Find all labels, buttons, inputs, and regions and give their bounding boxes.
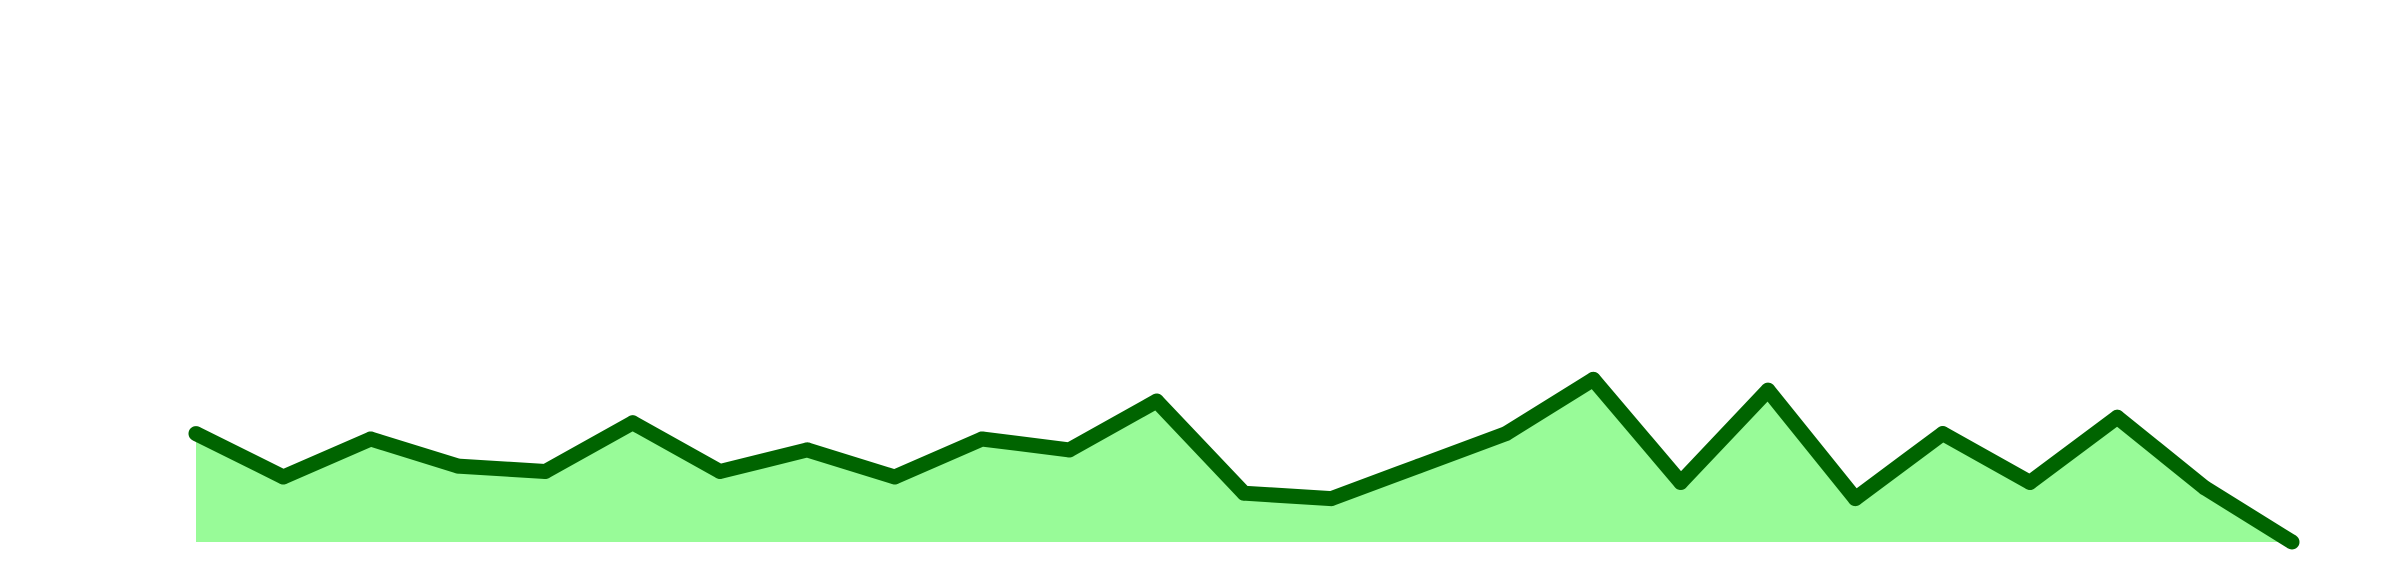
data-point-0 bbox=[188, 426, 204, 442]
data-point-21 bbox=[2022, 474, 2038, 490]
data-point-15 bbox=[1498, 426, 1514, 442]
data-point-10 bbox=[1061, 442, 1077, 458]
data-point-1 bbox=[275, 469, 291, 485]
data-point-7 bbox=[799, 442, 815, 458]
data-point-8 bbox=[887, 469, 903, 485]
data-point-4 bbox=[537, 464, 553, 479]
data-point-12 bbox=[1236, 485, 1252, 501]
data-point-23 bbox=[2197, 480, 2213, 496]
data-point-13 bbox=[1323, 491, 1339, 507]
data-point-11 bbox=[1149, 393, 1165, 409]
data-point-20 bbox=[1935, 426, 1951, 442]
data-point-3 bbox=[450, 458, 466, 474]
data-point-17 bbox=[1673, 474, 1689, 490]
data-point-19 bbox=[1847, 491, 1863, 507]
data-point-14 bbox=[1411, 458, 1427, 474]
data-point-5 bbox=[625, 415, 641, 431]
data-point-16 bbox=[1585, 371, 1601, 387]
area-fill bbox=[196, 379, 2292, 542]
data-point-18 bbox=[1760, 382, 1776, 398]
area-layer bbox=[196, 379, 2292, 542]
point-layer bbox=[188, 371, 2300, 550]
data-point-24 bbox=[2284, 534, 2300, 550]
data-point-2 bbox=[363, 431, 379, 447]
data-point-6 bbox=[712, 464, 728, 479]
data-point-22 bbox=[2109, 409, 2125, 425]
data-point-9 bbox=[974, 431, 990, 447]
